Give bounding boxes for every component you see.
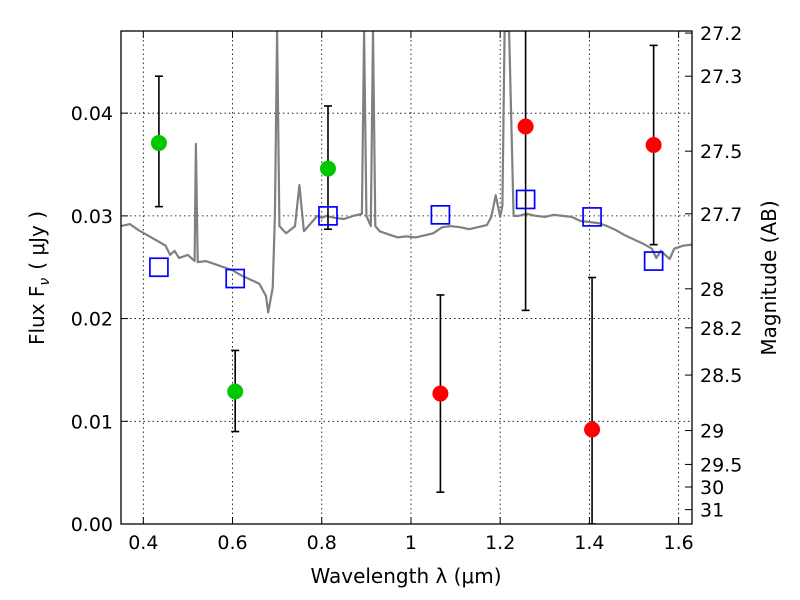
x-tick-label: 1.2 bbox=[485, 532, 515, 554]
y-axis-label-main: Flux F bbox=[25, 286, 49, 345]
magnitude-tick-label: 30 bbox=[700, 477, 724, 499]
magnitude-tick-label: 29.5 bbox=[700, 454, 742, 476]
magnitude-tick-label: 31 bbox=[700, 500, 724, 522]
magnitude-tick-label: 27.7 bbox=[700, 204, 742, 226]
data-point bbox=[517, 118, 534, 135]
model-spectrum-line bbox=[121, 31, 692, 314]
svg-text:Flux Fν( μJy ): Flux Fν ( μJy ) bbox=[25, 211, 53, 345]
magnitude-tick-label: 29 bbox=[700, 421, 724, 443]
x-tick-label: 1 bbox=[405, 532, 417, 554]
data-point bbox=[319, 160, 336, 177]
grid-layer bbox=[121, 31, 692, 524]
x-tick-label: 1.6 bbox=[664, 532, 694, 554]
y-axis-label-left: Flux Fν ( μJy ) bbox=[25, 211, 53, 345]
model-point bbox=[582, 207, 602, 227]
x-axis-label: Wavelength λ (μm) bbox=[310, 564, 501, 588]
data-point bbox=[645, 137, 662, 154]
y-tick-label: 0.01 bbox=[71, 411, 113, 433]
y-axis-label-right: Magnitude (AB) bbox=[757, 200, 781, 355]
y-tick-label: 0.04 bbox=[71, 103, 113, 125]
model-point bbox=[430, 204, 451, 225]
magnitude-tick-label: 28.5 bbox=[700, 365, 742, 387]
y-tick-label: 0.03 bbox=[71, 206, 113, 228]
model-point bbox=[515, 189, 536, 210]
plot-frame bbox=[120, 30, 693, 525]
magnitude-tick-label: 28.2 bbox=[700, 318, 742, 340]
x-tick-label: 0.4 bbox=[128, 532, 158, 554]
magnitude-tick-label: 27.5 bbox=[700, 141, 742, 163]
y-axis-label-sub: ν bbox=[37, 278, 53, 286]
data-point bbox=[432, 385, 449, 402]
x-tick-label: 0.8 bbox=[307, 532, 337, 554]
errorbar-layer bbox=[154, 31, 658, 524]
y-tick-label: 0.02 bbox=[71, 309, 113, 331]
marker-layer bbox=[149, 118, 664, 438]
y-tick-label: 0.00 bbox=[71, 514, 113, 536]
data-point bbox=[584, 421, 601, 438]
data-point bbox=[227, 383, 244, 400]
model-point bbox=[149, 257, 169, 278]
magnitude-tick-label: 28 bbox=[700, 279, 724, 301]
spectrum-layer bbox=[121, 31, 692, 314]
magnitude-tick-label: 27.3 bbox=[700, 66, 742, 88]
model-point bbox=[318, 206, 338, 226]
svg-text:Magnitude (AB): Magnitude (AB) bbox=[757, 200, 781, 355]
magnitude-tick-label: 27.2 bbox=[700, 23, 742, 45]
ticks-layer: 0.4 0.6 0.8 1 1.2 1.4 1.6 0.00 0.01 0.02 0.03 0.04 2… bbox=[71, 23, 743, 554]
x-tick-label: 1.4 bbox=[574, 532, 604, 554]
model-point bbox=[643, 251, 664, 271]
model-point bbox=[225, 268, 246, 289]
data-point bbox=[150, 134, 167, 151]
x-tick-label: 0.6 bbox=[217, 532, 247, 554]
y-axis-label-unit: ( μJy ) bbox=[25, 211, 49, 270]
